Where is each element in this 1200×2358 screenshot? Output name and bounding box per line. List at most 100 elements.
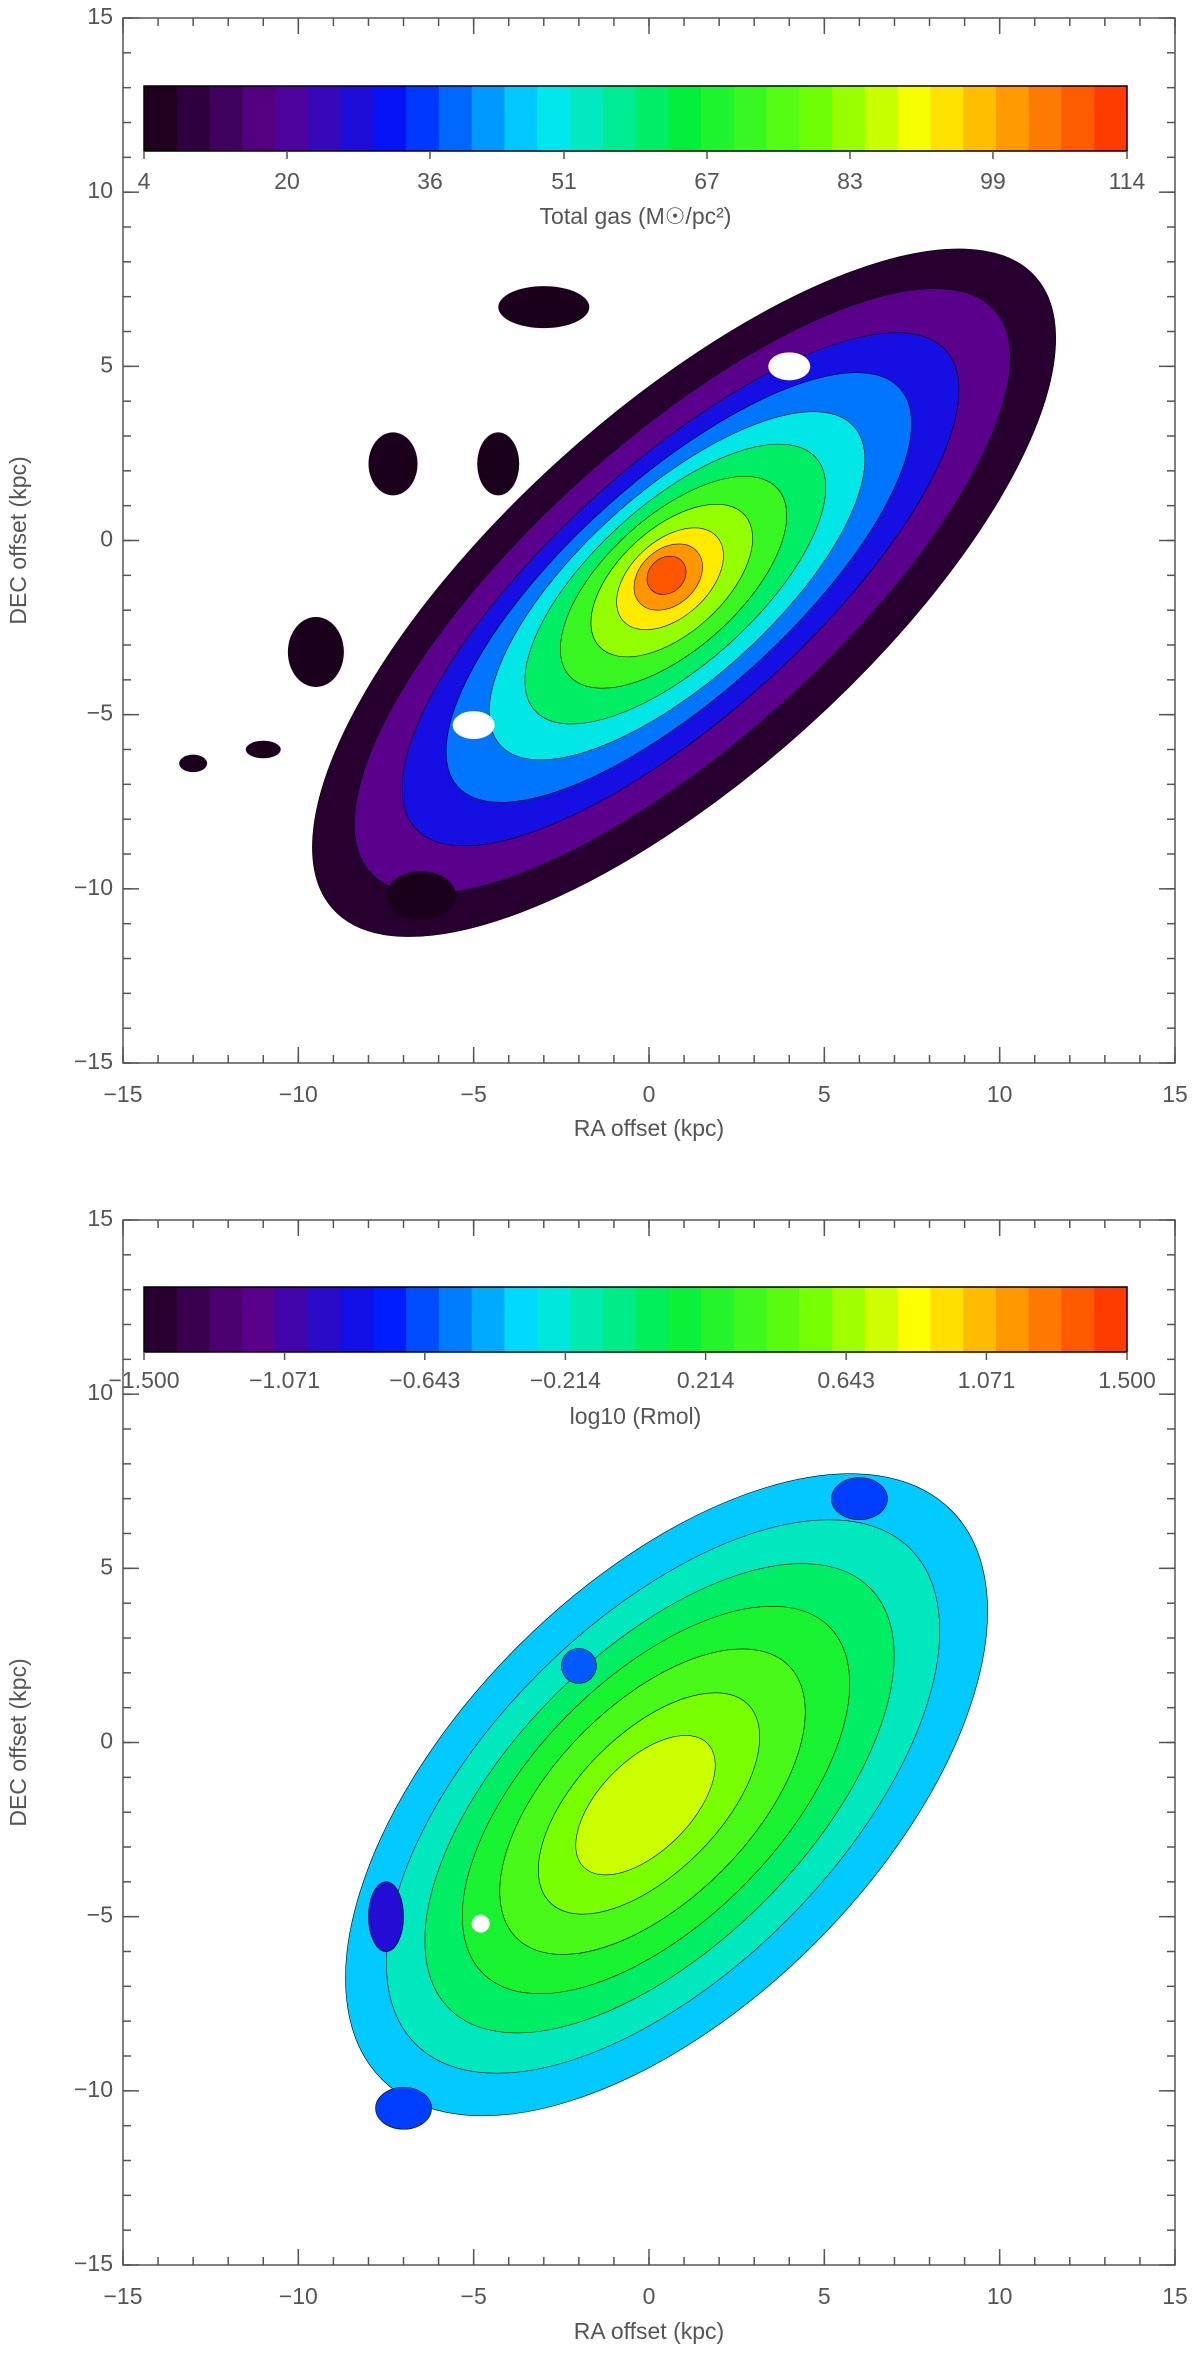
colorbar-label: Total gas (M☉/pc²) xyxy=(540,203,732,229)
colorbar-tick-label: 51 xyxy=(551,168,577,194)
colorbar-step xyxy=(1061,1287,1095,1352)
colorbar-step xyxy=(176,86,211,151)
y-tick-label: 5 xyxy=(100,1553,113,1579)
contour-hole xyxy=(768,352,811,381)
x-tick-label: −10 xyxy=(279,1081,318,1107)
y-tick-label: 10 xyxy=(87,1379,113,1405)
colorbar-step xyxy=(144,86,178,151)
colorbar-frame xyxy=(143,1286,1128,1353)
x-axis-label: RA offset (kpc) xyxy=(574,2318,724,2344)
colorbar-step xyxy=(406,86,440,151)
colorbar-step xyxy=(766,86,800,151)
colorbar-step xyxy=(930,86,964,151)
colorbar-step xyxy=(701,86,735,151)
x-tick-label: −10 xyxy=(279,2283,318,2309)
colorbar-step xyxy=(1061,86,1095,151)
x-tick-label: 5 xyxy=(818,1081,831,1107)
x-tick-label: 10 xyxy=(987,1081,1013,1107)
colorbar-tick-label: 67 xyxy=(694,168,720,194)
colorbar-step xyxy=(832,86,866,151)
contour-level xyxy=(375,2086,432,2130)
y-tick-label: 0 xyxy=(100,526,113,552)
contour-level xyxy=(477,432,520,496)
colorbar-tick-label: −0.214 xyxy=(530,1367,601,1393)
map xyxy=(345,1473,988,2130)
colorbar-step xyxy=(242,86,276,151)
colorbar-step xyxy=(373,1287,407,1352)
colorbar-step xyxy=(635,1287,669,1352)
colorbar-step xyxy=(668,1287,702,1352)
colorbar-step xyxy=(897,86,931,151)
y-tick-label: −5 xyxy=(87,1902,113,1928)
colorbar-step xyxy=(373,86,407,151)
colorbar-step xyxy=(307,86,342,151)
contour-level xyxy=(831,1477,888,1520)
colorbar-step xyxy=(1094,86,1128,151)
contour-level xyxy=(287,616,344,687)
y-tick-label: 5 xyxy=(100,351,113,377)
colorbar-tick-label: 1.500 xyxy=(1098,1367,1156,1393)
colorbar-tick-label: 1.071 xyxy=(958,1367,1016,1393)
colorbar-step xyxy=(275,1287,309,1352)
colorbar-step xyxy=(635,86,669,151)
x-tick-label: 0 xyxy=(643,1081,656,1107)
y-tick-label: −10 xyxy=(74,2076,113,2102)
contour-level xyxy=(646,555,687,595)
colorbar-step xyxy=(275,86,309,151)
colorbar-step xyxy=(963,86,997,151)
colorbar-step xyxy=(864,1287,899,1352)
colorbar-step xyxy=(176,1287,211,1352)
contour-level xyxy=(245,740,281,759)
contour-level xyxy=(368,1881,404,1952)
colorbar-step xyxy=(242,1287,276,1352)
colorbar-tick-label: 0.643 xyxy=(817,1367,875,1393)
colorbar-step xyxy=(864,86,899,151)
colorbar-step xyxy=(340,1287,374,1352)
colorbar-step xyxy=(438,1287,473,1352)
colorbar-step xyxy=(733,1287,768,1352)
colorbar-frame xyxy=(143,85,1128,152)
colorbar-step xyxy=(569,1287,604,1352)
y-tick-label: −5 xyxy=(87,700,113,726)
colorbar-step xyxy=(995,86,1030,151)
colorbar-step xyxy=(995,1287,1030,1352)
colorbar-tick-label: −1.500 xyxy=(109,1367,180,1393)
colorbar-step xyxy=(471,1287,505,1352)
colorbar-step xyxy=(340,86,374,151)
colorbar-step xyxy=(307,1287,342,1352)
colorbar-step xyxy=(537,86,571,151)
colorbar-tick-label: 83 xyxy=(837,168,863,194)
colorbar-tick-label: −0.643 xyxy=(389,1367,460,1393)
colorbar-step xyxy=(504,1287,538,1352)
colorbar-step xyxy=(832,1287,866,1352)
y-tick-label: 0 xyxy=(100,1728,113,1754)
colorbar-step xyxy=(963,1287,997,1352)
colorbar-step xyxy=(799,86,833,151)
x-tick-label: 0 xyxy=(643,2283,656,2309)
colorbar-step xyxy=(504,86,538,151)
colorbar-step xyxy=(471,86,505,151)
y-tick-label: −15 xyxy=(74,1048,113,1074)
contour-hole xyxy=(471,1914,490,1933)
colorbar-step xyxy=(602,1287,636,1352)
colorbar-step xyxy=(897,1287,931,1352)
map xyxy=(179,248,1057,937)
x-axis-label: RA offset (kpc) xyxy=(574,1115,724,1141)
x-tick-label: 15 xyxy=(1162,2283,1188,2309)
colorbar-step xyxy=(144,1287,178,1352)
x-tick-label: −15 xyxy=(103,2283,142,2309)
colorbar-step xyxy=(537,1287,571,1352)
y-tick-label: 10 xyxy=(87,177,113,203)
y-axis-label: DEC offset (kpc) xyxy=(5,456,31,624)
contour-hole xyxy=(452,711,495,740)
x-tick-label: 15 xyxy=(1162,1081,1188,1107)
colorbar-step xyxy=(930,1287,964,1352)
colorbar-step xyxy=(1094,1287,1128,1352)
x-tick-label: −5 xyxy=(461,1081,487,1107)
colorbar-step xyxy=(406,1287,440,1352)
colorbar-label: log10 (Rmol) xyxy=(570,1403,702,1429)
contour-level xyxy=(179,754,208,773)
colorbar-tick-label: −1.071 xyxy=(249,1367,320,1393)
